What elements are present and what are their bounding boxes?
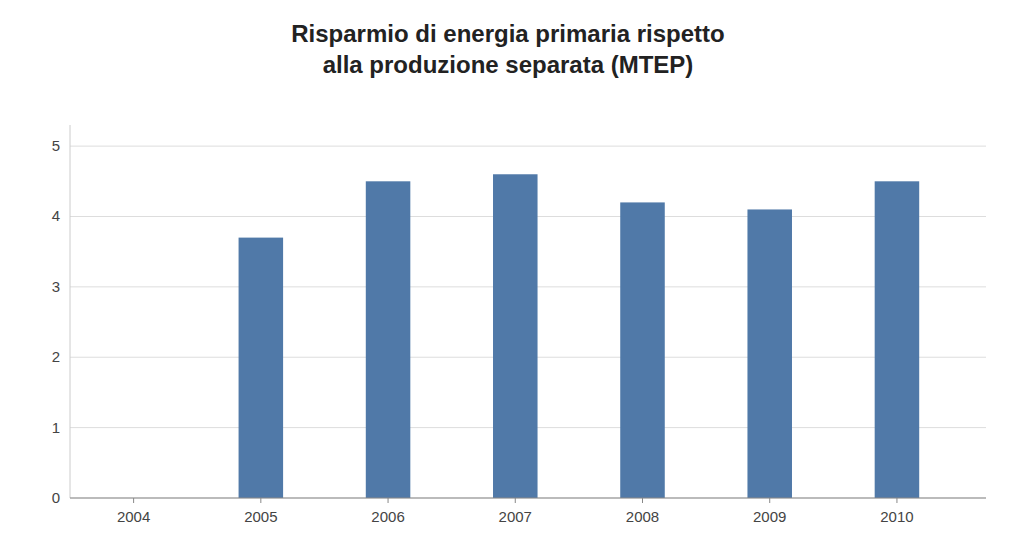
bar [747, 209, 792, 498]
grid-line [70, 146, 986, 147]
x-tick-label: 2008 [626, 508, 659, 525]
y-axis-line [70, 125, 71, 498]
grid-line [70, 498, 986, 499]
x-tick [260, 498, 261, 503]
chart-svg: Risparmio di energia primaria rispetto al… [0, 0, 1016, 553]
y-tick-label: 5 [52, 137, 60, 154]
x-tick-label: 2004 [117, 508, 150, 525]
bar [620, 202, 665, 498]
title: Risparmio di energia primaria rispetto al… [291, 20, 724, 78]
bar [366, 181, 411, 498]
x-tick [133, 498, 134, 503]
x-tick-label: 2009 [753, 508, 786, 525]
x-tick [896, 498, 897, 503]
bar [239, 238, 284, 498]
title-line: Risparmio di energia primaria rispetto [291, 20, 724, 47]
x-tick-label: 2006 [371, 508, 404, 525]
y-grid [70, 146, 986, 498]
bar [493, 174, 538, 498]
title-line: alla produzione separata (MTEP) [323, 51, 694, 78]
x-tick [515, 498, 516, 503]
y-tick-label: 2 [52, 348, 60, 365]
chart-container: Risparmio di energia primaria rispetto al… [0, 0, 1016, 553]
x-tick [642, 498, 643, 503]
x-tick [388, 498, 389, 503]
y-tick-label: 4 [52, 207, 60, 224]
x-tick-label: 2010 [880, 508, 913, 525]
page: {"chart_data": {"type": "bar", "title": … [0, 0, 1016, 553]
x-axis-line [70, 498, 986, 499]
x-tick-label: 2007 [499, 508, 532, 525]
bars [239, 174, 920, 498]
y-tick-label: 3 [52, 278, 60, 295]
y-tick-label: 1 [52, 419, 60, 436]
x-tick [769, 498, 770, 503]
y-tick-label: 0 [52, 489, 60, 506]
x-tick-label: 2005 [244, 508, 277, 525]
bar [875, 181, 920, 498]
